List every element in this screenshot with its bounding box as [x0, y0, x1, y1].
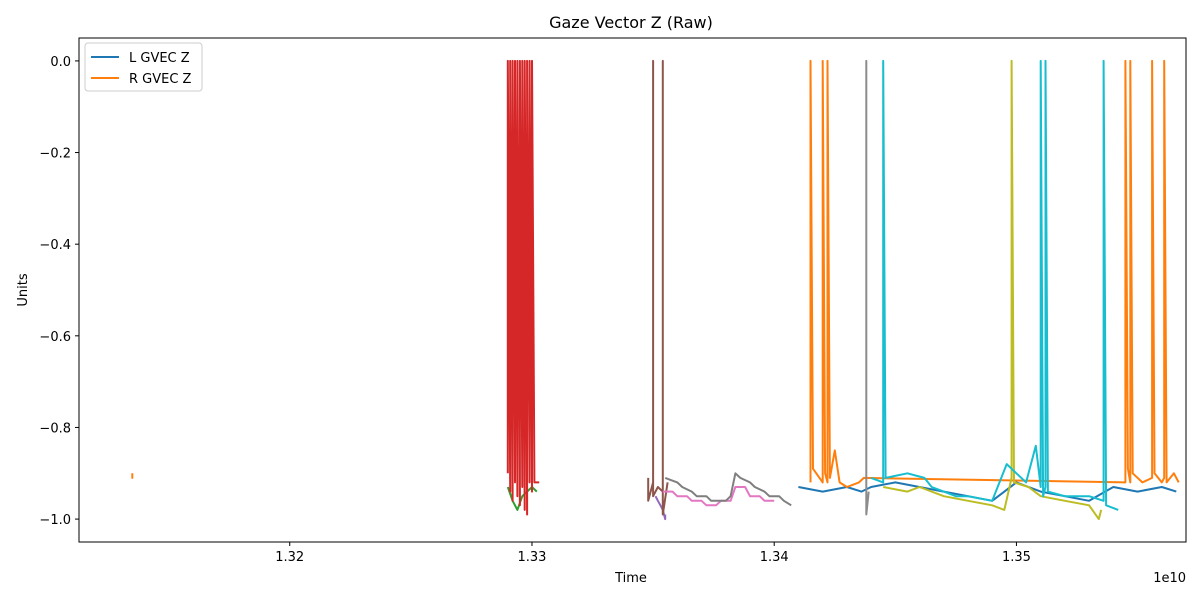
series-line-5 — [662, 486, 775, 507]
y-tick-label: −1.0 — [39, 513, 71, 528]
series-line-9 — [865, 59, 870, 516]
y-tick-label: 0.0 — [50, 55, 71, 70]
x-tick-label: 1.33 — [517, 550, 546, 565]
x-axis-offset-label: 1e10 — [1153, 571, 1186, 586]
y-axis-label: Units — [16, 273, 31, 306]
chart-title: Gaze Vector Z (Raw) — [549, 13, 713, 32]
series-line-10 — [883, 59, 1103, 521]
series-line-2 — [506, 59, 540, 516]
series-line-7 — [798, 481, 1177, 502]
x-tick-label: 1.32 — [275, 550, 304, 565]
series-layer — [131, 59, 1180, 521]
x-tick-label: 1.34 — [760, 550, 789, 565]
legend-label-r-gvec-z: R GVEC Z — [129, 72, 192, 87]
y-tick-label: −0.8 — [39, 421, 71, 436]
y-axis: 0.0 −0.2 −0.4 −0.6 −0.8 −1.0 — [39, 55, 79, 528]
plot-frame — [78, 37, 1187, 543]
y-tick-label: −0.2 — [39, 147, 71, 162]
x-axis-label: Time — [614, 571, 647, 586]
series-line-3 — [654, 495, 667, 521]
x-tick-label: 1.35 — [1002, 550, 1031, 565]
legend: L GVEC Z R GVEC Z — [84, 42, 203, 92]
series-line-11 — [870, 59, 1119, 511]
series-line-6 — [664, 472, 792, 507]
y-tick-label: −0.4 — [39, 238, 71, 253]
series-line-8 — [809, 59, 1180, 488]
x-axis: 1.32 1.33 1.34 1.35 — [275, 542, 1031, 565]
legend-label-l-gvec-z: L GVEC Z — [129, 51, 190, 66]
y-tick-label: −0.6 — [39, 330, 71, 345]
series-line-4 — [647, 59, 669, 516]
